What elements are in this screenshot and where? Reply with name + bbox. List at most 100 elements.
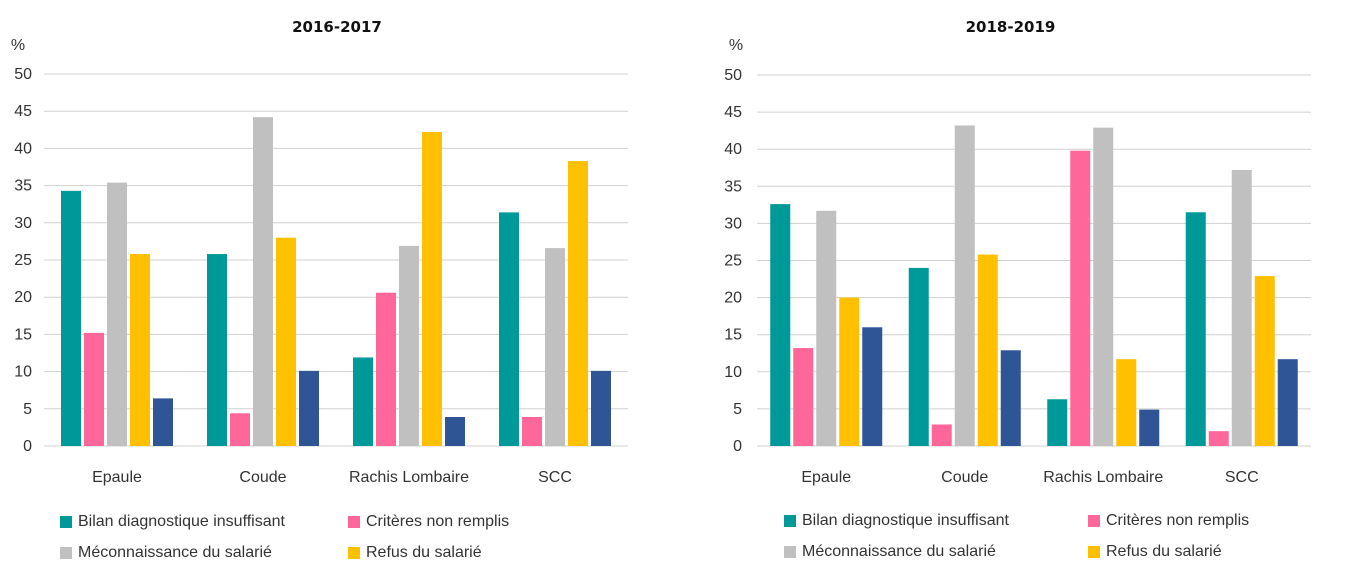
bar (1000, 350, 1021, 446)
legend-item-bilan: Bilan diagnostique insuffisant (784, 511, 1009, 531)
y-tick-label: 25 (724, 253, 742, 270)
y-tick-label: 15 (724, 327, 742, 344)
bar (568, 161, 588, 446)
bar (793, 348, 814, 446)
x-category-label: Epaule (801, 469, 851, 486)
legend-swatch (60, 547, 72, 559)
bar (977, 254, 998, 446)
chart-panel-2016-2017: 2016-2017 0 5 10 15 20 25 30 35 40 45 50% Epaule Cou… (0, 0, 674, 564)
bar (1254, 276, 1275, 446)
bar (61, 190, 81, 446)
legend-swatch (784, 546, 796, 558)
y-tick-label: 0 (733, 438, 742, 455)
bar (399, 245, 419, 446)
legend-label: Bilan diagnostique insuffisant (802, 512, 1009, 529)
chart-panel-2018-2019: 2018-2019 0 5 10 15 20 25 30 35 40 45 50% Epaule Cou… (674, 0, 1347, 564)
bar (84, 332, 104, 446)
bar (1093, 127, 1114, 446)
legend-label: Critères non remplis (366, 513, 510, 530)
y-tick-label: 40 (14, 140, 32, 157)
legend-item-criteres: Critères non remplis (1088, 511, 1249, 531)
y-tick-label: 0 (23, 438, 32, 455)
bar (1208, 431, 1229, 446)
bar-chart-2018-2019: 0 5 10 15 20 25 30 35 40 45 50% Epaule Coude Rachis L… (724, 37, 1311, 486)
bar (862, 327, 883, 446)
bar (376, 292, 396, 446)
bar (1047, 399, 1068, 446)
y-tick-label: 50 (14, 66, 32, 83)
bar (353, 357, 373, 446)
y-tick-label: 45 (14, 103, 32, 120)
bar (954, 125, 975, 447)
legend-swatch (348, 547, 360, 559)
chart-title: 2016-2017 (292, 18, 382, 36)
y-tick-label: 20 (14, 289, 32, 306)
x-category-label: Rachis Lombaire (1043, 469, 1163, 486)
bar (230, 413, 250, 446)
y-tick-label: 45 (724, 104, 742, 121)
y-tick-label: 20 (724, 290, 742, 307)
bar (839, 297, 860, 446)
y-tick-label: 35 (724, 178, 742, 195)
bar (1070, 150, 1091, 446)
bar (1231, 169, 1252, 446)
legend-label: Refus du salarié (1106, 543, 1222, 560)
bar (591, 370, 611, 446)
legend-swatch (1088, 515, 1100, 527)
legend-label: Bilan diagnostique insuffisant (78, 513, 285, 530)
legend-swatch (784, 515, 796, 527)
bar (130, 254, 150, 446)
bar (816, 210, 837, 446)
y-tick-label: 35 (14, 178, 32, 195)
bar (1116, 359, 1137, 446)
bar (908, 267, 929, 446)
x-category-label: SCC (538, 469, 572, 486)
legend-item-refus: Refus du salarié (348, 543, 482, 563)
bar (276, 237, 296, 446)
legend: Bilan diagnostique insuffisant Critères … (784, 506, 1344, 566)
legend-label: Méconnaissance du salarié (802, 543, 996, 560)
bar (1277, 359, 1298, 446)
bar (445, 416, 465, 446)
y-tick-label: 50 (724, 67, 742, 84)
y-tick-label: 10 (724, 364, 742, 381)
x-category-label: Coude (239, 469, 286, 486)
y-tick-label: 30 (724, 215, 742, 232)
y-tick-label: 40 (724, 141, 742, 158)
legend-item-criteres: Critères non remplis (348, 512, 509, 532)
bar (545, 248, 565, 446)
bar (153, 398, 173, 446)
y-tick-label: 5 (23, 401, 32, 418)
legend-label: Refus du salarié (366, 544, 482, 561)
x-category-label: Rachis Lombaire (349, 469, 469, 486)
legend: Bilan diagnostique insuffisant Critères … (60, 506, 620, 566)
legend-swatch (1088, 546, 1100, 558)
legend-item-refus: Refus du salarié (1088, 542, 1222, 562)
bar (107, 182, 127, 446)
bar (422, 132, 442, 447)
bar (207, 254, 227, 446)
legend-item-bilan: Bilan diagnostique insuffisant (60, 512, 285, 532)
y-tick-label: 30 (14, 215, 32, 232)
bar (522, 416, 542, 446)
x-category-label: Coude (941, 469, 988, 486)
y-tick-label: 10 (14, 364, 32, 381)
legend-label: Critères non remplis (1106, 512, 1250, 529)
y-tick-label: 15 (14, 326, 32, 343)
y-axis-label: % (729, 37, 743, 54)
x-category-label: SCC (1225, 469, 1259, 486)
x-category-label: Epaule (92, 469, 142, 486)
bar (931, 424, 952, 446)
y-tick-label: 25 (14, 252, 32, 269)
bar (1139, 409, 1160, 446)
bar-chart-2016-2017: 0 5 10 15 20 25 30 35 40 45 50% Epaule Coude Rachis L… (11, 37, 628, 486)
legend-swatch (348, 516, 360, 528)
chart-title: 2018-2019 (965, 18, 1056, 36)
legend-item-meconnaissance: Méconnaissance du salarié (784, 542, 996, 562)
bar (299, 370, 319, 446)
bar (253, 117, 273, 446)
bar (1185, 212, 1206, 446)
y-axis-label: % (11, 37, 25, 54)
y-tick-label: 5 (733, 401, 742, 418)
bar (499, 212, 519, 446)
